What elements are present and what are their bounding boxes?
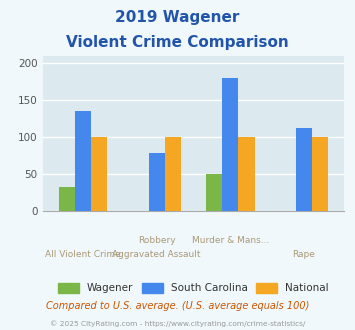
Bar: [59, 187, 75, 211]
Bar: [165, 137, 181, 211]
Bar: [238, 137, 255, 211]
Text: Robbery: Robbery: [138, 236, 175, 245]
Bar: [91, 137, 107, 211]
Bar: [222, 78, 238, 211]
Bar: [296, 128, 312, 211]
Bar: [149, 153, 165, 211]
Text: Violent Crime Comparison: Violent Crime Comparison: [66, 35, 289, 50]
Bar: [206, 174, 222, 211]
Text: © 2025 CityRating.com - https://www.cityrating.com/crime-statistics/: © 2025 CityRating.com - https://www.city…: [50, 320, 305, 327]
Legend: Wagener, South Carolina, National: Wagener, South Carolina, National: [54, 279, 333, 298]
Bar: [312, 137, 328, 211]
Text: Murder & Mans...: Murder & Mans...: [192, 236, 269, 245]
Bar: [75, 112, 91, 211]
Text: Rape: Rape: [293, 250, 315, 259]
Text: Compared to U.S. average. (U.S. average equals 100): Compared to U.S. average. (U.S. average …: [46, 301, 309, 311]
Text: All Violent Crime: All Violent Crime: [45, 250, 121, 259]
Text: 2019 Wagener: 2019 Wagener: [115, 10, 240, 25]
Text: Aggravated Assault: Aggravated Assault: [113, 250, 201, 259]
